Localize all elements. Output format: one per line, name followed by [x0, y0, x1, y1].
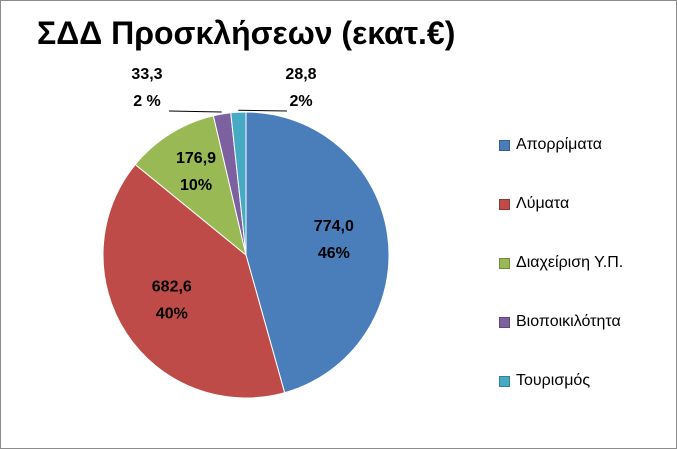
legend-swatch — [499, 139, 510, 151]
percent-label-aporrimata: 46% — [318, 245, 350, 262]
legend-label: Τουρισμός — [516, 372, 591, 389]
legend-item-aporrimata: Απορρίματα — [499, 133, 623, 157]
value-label-diaxeirisi: 176,9 — [176, 150, 216, 167]
legend-label: Λύματα — [516, 195, 570, 212]
leader-line-viopoikilotita — [168, 110, 222, 113]
percent-label-lymata: 40% — [156, 306, 188, 323]
percent-label-tourismos: 2% — [289, 93, 312, 110]
chart-title: ΣΔΔ Προσκλήσεων (εκατ.€) — [37, 15, 456, 51]
pie-slice-diaxeirisi — [134, 115, 247, 257]
legend-item-tourismos: Τουρισμός — [499, 369, 623, 393]
pie-slice-tourismos — [230, 111, 247, 256]
leader-line-tourismos — [238, 109, 288, 112]
legend-label: Διαχείριση Υ.Π. — [516, 254, 624, 271]
legend-label: Απορρίματα — [516, 136, 602, 153]
legend-swatch — [499, 198, 510, 210]
value-label-aporrimata: 774,0 — [314, 218, 354, 235]
legend-item-viopoikilotita: Βιοποικιλότητα — [499, 310, 623, 334]
percent-label-diaxeirisi: 10% — [180, 177, 212, 194]
legend-swatch — [499, 257, 510, 269]
legend-swatch — [499, 316, 510, 328]
legend-swatch — [499, 375, 510, 387]
legend-item-diaxeirisi: Διαχείριση Υ.Π. — [499, 251, 623, 275]
legend-label: Βιοποικιλότητα — [516, 313, 621, 330]
value-label-lymata: 682,6 — [152, 279, 192, 296]
percent-label-viopoikilotita: 2 % — [133, 93, 161, 110]
legend-item-lymata: Λύματα — [499, 192, 623, 216]
pie-slice-lymata — [102, 163, 286, 399]
value-label-tourismos: 28,8 — [285, 66, 316, 83]
value-label-viopoikilotita: 33,3 — [131, 66, 162, 83]
pie-slice-aporrimata — [245, 111, 390, 394]
legend: Απορρίματα Λύματα Διαχείριση Υ.Π. Βιοποι… — [499, 133, 623, 428]
